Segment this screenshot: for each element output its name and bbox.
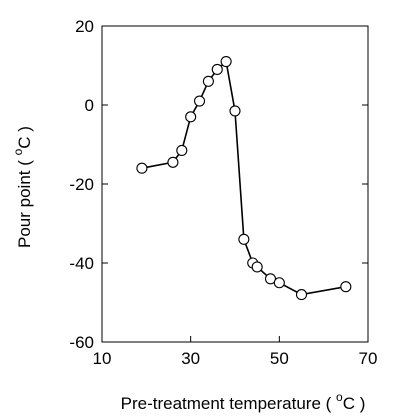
y-axis-ticks: -60 -40 -20 0 20 [69, 17, 368, 352]
x-tick-label: 70 [359, 349, 378, 368]
data-point [295, 289, 308, 301]
x-axis-ticks: 10 30 50 70 [93, 336, 378, 368]
data-point [340, 281, 352, 293]
data-point [251, 261, 263, 273]
x-tick-label: 30 [181, 349, 200, 368]
data-point [229, 105, 241, 117]
plot-frame [101, 25, 369, 343]
data-point [176, 144, 188, 156]
data-point [185, 111, 197, 123]
data-point [167, 156, 179, 168]
series-line [141, 60, 346, 296]
data-point [202, 75, 214, 87]
data-point [136, 162, 148, 174]
y-tick-label: -60 [69, 333, 94, 352]
plot-area [101, 25, 369, 343]
x-tick-label: 50 [270, 349, 289, 368]
y-tick-label: 0 [85, 96, 94, 115]
data-point [193, 95, 206, 107]
data-point [211, 63, 223, 75]
data-point [220, 55, 232, 68]
data-point [273, 277, 285, 289]
y-axis-label: Pour point ( oC ) [11, 126, 34, 248]
data-point [238, 233, 250, 245]
y-tick-label: -40 [69, 254, 94, 273]
series-layer [136, 55, 352, 301]
y-tick-label: 20 [75, 17, 94, 36]
x-tick-label: 10 [93, 349, 112, 368]
x-axis-label: Pre-treatment temperature ( oC ) [121, 390, 366, 413]
y-tick-label: -20 [69, 175, 94, 194]
